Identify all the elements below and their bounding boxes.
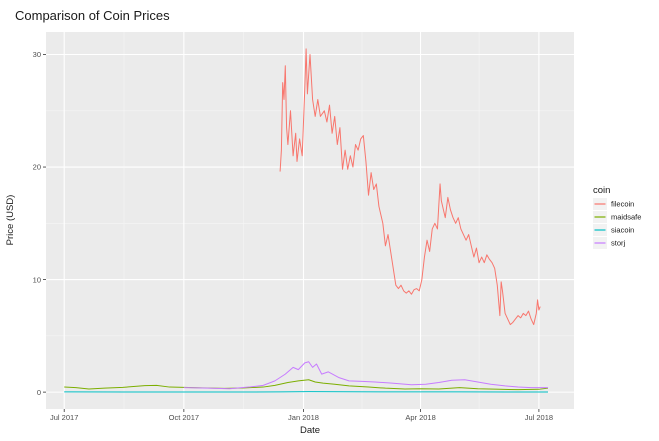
series-line-maidsafe: [64, 379, 549, 391]
grid-lines: [46, 32, 574, 409]
y-tick-label: 20: [33, 163, 41, 172]
y-axis: 0 10 20 30: [33, 50, 46, 397]
series-line-filecoin: [279, 48, 541, 326]
x-tick-label: Jan 2018: [288, 413, 319, 422]
series-line-storj: [183, 361, 548, 390]
legend-title: coin: [593, 185, 610, 196]
plot-panel: [46, 32, 574, 409]
y-tick-label: 10: [33, 275, 41, 284]
x-tick-label: Jul 2018: [525, 413, 553, 422]
legend: coin filecoin maidsafe siacoin storj: [593, 185, 641, 249]
y-axis-title: Price (USD): [5, 195, 16, 246]
series-lines: [64, 48, 549, 393]
legend-label-filecoin: filecoin: [611, 200, 634, 209]
x-axis-title: Date: [300, 425, 320, 436]
x-tick-label: Apr 2018: [405, 413, 435, 422]
x-axis: Jul 2017 Oct 2017 Jan 2018 Apr 2018 Jul 2018: [50, 409, 553, 422]
x-tick-label: Jul 2017: [50, 413, 78, 422]
legend-label-storj: storj: [611, 239, 626, 248]
y-tick-label: 0: [37, 388, 41, 397]
chart-title: Comparison of Coin Prices: [15, 8, 170, 23]
legend-label-maidsafe: maidsafe: [611, 213, 641, 222]
x-tick-label: Oct 2017: [169, 413, 199, 422]
legend-label-siacoin: siacoin: [611, 226, 634, 235]
y-tick-label: 30: [33, 50, 41, 59]
